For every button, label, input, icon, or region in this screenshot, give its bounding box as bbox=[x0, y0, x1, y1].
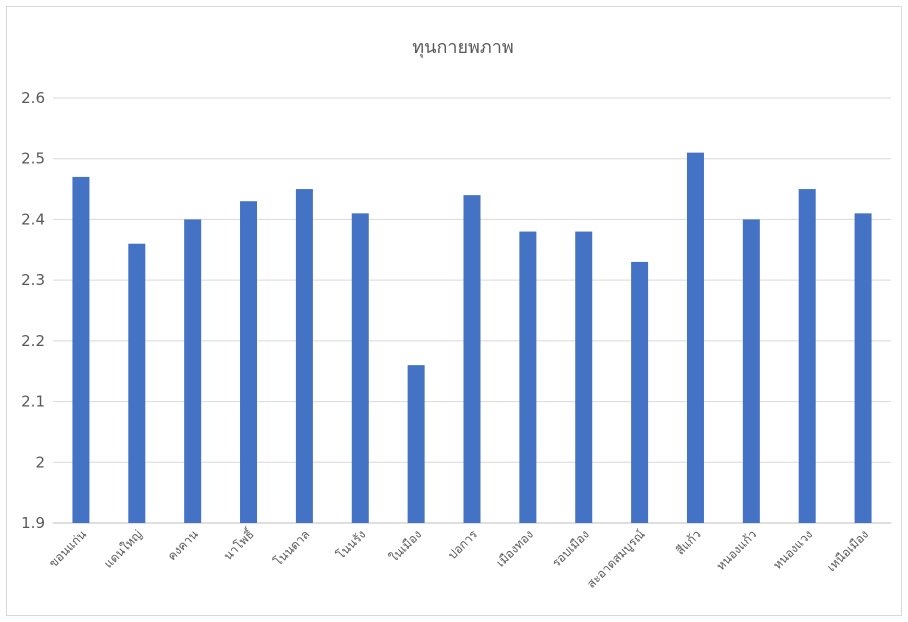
bar bbox=[72, 176, 90, 523]
x-category-label: แดนใหญ่ bbox=[101, 527, 145, 571]
x-category-label: เมืองทอง bbox=[494, 527, 536, 569]
x-category-label: โนนรัง bbox=[334, 527, 369, 562]
y-tick-label: 2.4 bbox=[21, 210, 45, 228]
bar bbox=[351, 213, 369, 523]
bar bbox=[240, 201, 258, 523]
bar bbox=[854, 213, 872, 523]
x-category-label: ขอนแก่น bbox=[46, 527, 89, 570]
x-category-label: รอบเมือง bbox=[549, 527, 592, 570]
y-tick-label: 2.6 bbox=[21, 89, 45, 107]
bar bbox=[575, 231, 593, 524]
y-tick-label: 2.2 bbox=[21, 332, 45, 350]
x-category-label: หนองแก้ว bbox=[714, 527, 760, 573]
y-tick-label: 2.5 bbox=[21, 150, 45, 168]
x-category-label: สีแก้ว bbox=[673, 527, 703, 557]
chart-container: ทุนกายพภาพ 1.9 2 2.1 2.2 2.3 2.4 2.5 2.6 ขอนแก่… bbox=[6, 6, 902, 616]
bar bbox=[463, 195, 481, 523]
y-axis-ticks: 1.9 2 2.1 2.2 2.3 2.4 2.5 2.6 bbox=[21, 89, 45, 532]
y-tick-label: 2 bbox=[35, 453, 45, 471]
bar-chart: ทุนกายพภาพ 1.9 2 2.1 2.2 2.3 2.4 2.5 2.6 ขอนแก่… bbox=[21, 37, 891, 592]
chart-title: ทุนกายพภาพ bbox=[412, 37, 513, 58]
bar bbox=[407, 365, 425, 523]
y-tick-label: 2.1 bbox=[21, 393, 45, 411]
x-category-label: คงคาน bbox=[165, 527, 201, 563]
x-category-label: ในเมือง bbox=[387, 527, 425, 565]
bars bbox=[72, 152, 872, 524]
y-tick-label: 2.3 bbox=[21, 271, 45, 289]
x-category-label: นาโพธิ์ bbox=[219, 525, 257, 563]
x-axis-labels: ขอนแก่น แดนใหญ่ คงคาน นาโพธิ์ โนนตาล โนนรัง ใน… bbox=[46, 525, 871, 592]
y-tick-label: 1.9 bbox=[21, 514, 45, 532]
x-category-label: ปอการ bbox=[445, 527, 480, 562]
bar bbox=[686, 152, 704, 523]
x-category-label: เหนือเมือง bbox=[824, 527, 871, 574]
bar bbox=[631, 261, 649, 523]
bar bbox=[519, 231, 537, 524]
bar bbox=[742, 219, 760, 523]
bar bbox=[128, 243, 146, 523]
bar bbox=[295, 189, 313, 524]
x-category-label: โนนตาล bbox=[271, 527, 313, 569]
x-category-label: สะอาดสมบูรณ์ bbox=[584, 527, 648, 591]
bar bbox=[798, 189, 816, 524]
bar bbox=[184, 219, 202, 523]
x-category-label: หนองแวง bbox=[770, 527, 815, 572]
